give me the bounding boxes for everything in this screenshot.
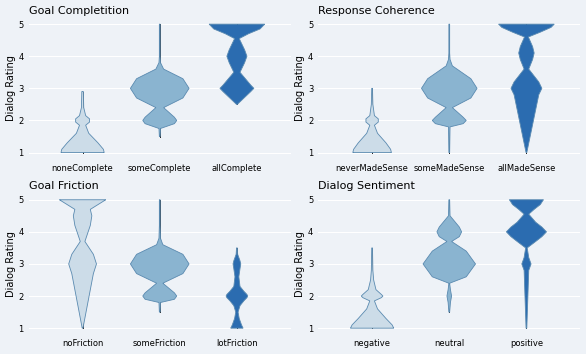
Polygon shape	[353, 88, 391, 153]
Polygon shape	[131, 200, 189, 312]
Text: Dialog Sentiment: Dialog Sentiment	[318, 181, 415, 191]
Polygon shape	[423, 200, 475, 312]
Text: Goal Friction: Goal Friction	[29, 181, 98, 191]
Text: Response Coherence: Response Coherence	[318, 6, 435, 16]
Y-axis label: Dialog Rating: Dialog Rating	[295, 56, 305, 121]
Y-axis label: Dialog Rating: Dialog Rating	[5, 56, 16, 121]
Polygon shape	[131, 24, 189, 137]
Polygon shape	[226, 248, 248, 328]
Polygon shape	[506, 200, 546, 328]
Text: Goal Completition: Goal Completition	[29, 6, 129, 16]
Polygon shape	[499, 24, 554, 153]
Polygon shape	[209, 24, 265, 104]
Polygon shape	[61, 92, 104, 153]
Y-axis label: Dialog Rating: Dialog Rating	[295, 231, 305, 297]
Polygon shape	[59, 200, 105, 328]
Polygon shape	[350, 248, 394, 328]
Y-axis label: Dialog Rating: Dialog Rating	[5, 231, 16, 297]
Polygon shape	[421, 24, 477, 153]
